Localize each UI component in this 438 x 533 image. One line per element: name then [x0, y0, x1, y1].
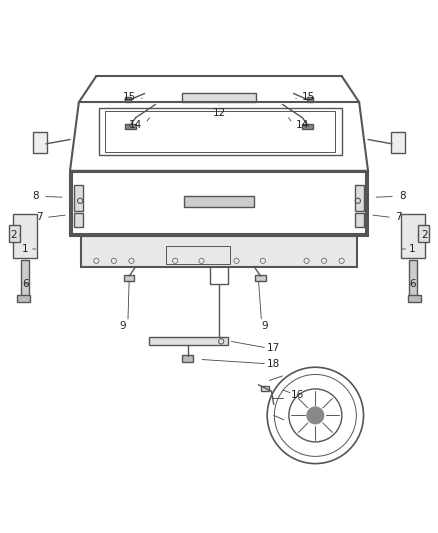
Bar [391, 132, 405, 152]
Bar [124, 275, 134, 280]
Bar [13, 214, 37, 258]
Bar [409, 260, 417, 297]
Bar [307, 98, 313, 102]
Bar [149, 337, 228, 345]
Text: 1: 1 [409, 244, 416, 254]
Bar [105, 111, 335, 152]
Bar [182, 93, 256, 102]
Bar [21, 260, 29, 297]
Text: 18: 18 [267, 359, 280, 369]
Text: 6: 6 [409, 279, 416, 289]
Bar [408, 295, 421, 302]
Bar [182, 355, 193, 361]
Bar [355, 213, 364, 227]
Bar [125, 124, 136, 128]
Bar [184, 197, 254, 207]
Bar [302, 124, 313, 128]
Bar [99, 108, 342, 155]
Text: 9: 9 [261, 321, 268, 330]
Text: 15: 15 [302, 92, 315, 102]
Bar [74, 185, 83, 211]
Bar [81, 236, 357, 266]
Bar [255, 275, 266, 280]
Text: 17: 17 [267, 343, 280, 353]
Text: 14: 14 [129, 120, 142, 130]
Text: 7: 7 [395, 213, 402, 222]
Text: 9: 9 [119, 321, 126, 330]
Text: 15: 15 [123, 92, 136, 102]
Bar [125, 98, 131, 102]
Text: 7: 7 [36, 213, 43, 222]
Text: 16: 16 [291, 390, 304, 400]
Bar [72, 172, 366, 233]
Bar [418, 225, 429, 243]
Bar [261, 386, 269, 391]
Text: 14: 14 [296, 120, 309, 130]
Bar [33, 132, 47, 152]
Text: 8: 8 [399, 191, 406, 201]
Bar [9, 225, 20, 243]
Circle shape [307, 407, 324, 424]
Text: 8: 8 [32, 191, 39, 201]
Text: 1: 1 [22, 244, 29, 254]
Text: 2: 2 [421, 230, 428, 240]
Bar [74, 213, 83, 227]
Text: 6: 6 [22, 279, 29, 289]
Text: 12: 12 [212, 108, 226, 118]
Bar [17, 295, 30, 302]
Bar [355, 185, 364, 211]
Bar [166, 246, 230, 264]
Bar [401, 214, 425, 258]
Text: 2: 2 [10, 230, 17, 240]
